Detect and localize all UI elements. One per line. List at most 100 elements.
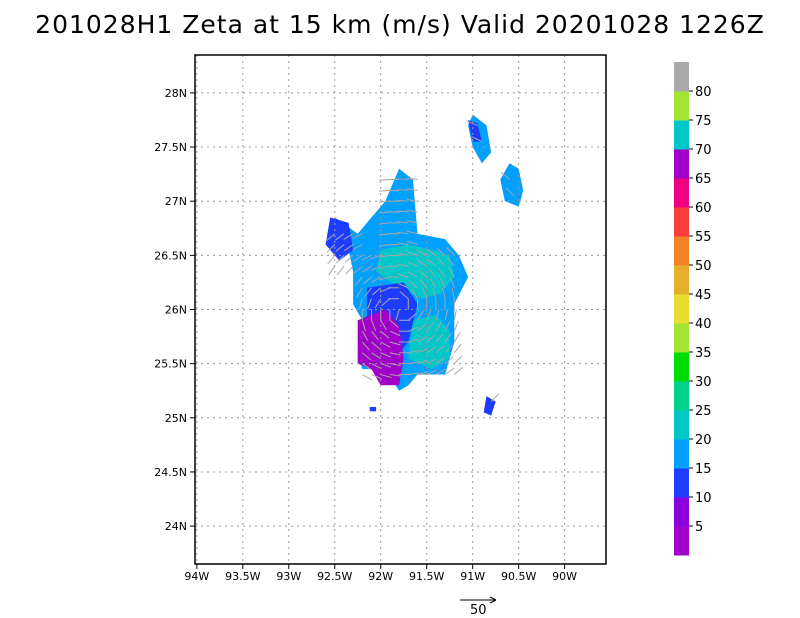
wind-vector xyxy=(426,369,437,375)
wind-vector xyxy=(449,277,455,288)
wind-vector xyxy=(389,319,399,328)
wind-vector xyxy=(362,265,372,273)
wind-vector xyxy=(453,309,457,321)
wind-vector xyxy=(335,255,345,264)
wind-vector xyxy=(427,258,437,267)
colorbar-swatch xyxy=(674,120,689,150)
wind-region xyxy=(357,309,404,386)
colorbar-swatch xyxy=(674,352,689,382)
wind-region xyxy=(483,396,496,416)
wind-vector xyxy=(426,358,437,365)
wind-vector xyxy=(380,330,390,339)
wind-region xyxy=(468,120,482,142)
colorbar-swatch xyxy=(674,62,689,92)
wind-region xyxy=(325,217,354,261)
colorbar-swatch xyxy=(674,149,689,179)
wind-vector xyxy=(364,287,372,297)
wind-vector xyxy=(417,323,427,332)
wind-vector xyxy=(378,189,390,192)
y-tick-label: 24N xyxy=(165,520,187,533)
x-tick-label: 92.5W xyxy=(317,570,352,583)
wind-vector xyxy=(389,374,401,377)
colorbar-label: 45 xyxy=(695,288,712,303)
colorbar-swatch xyxy=(674,178,689,208)
wind-vector xyxy=(436,247,446,256)
wind-vector xyxy=(361,320,366,332)
wind-vector xyxy=(407,261,418,267)
wind-vector xyxy=(411,288,418,299)
y-tick-label: 25.5N xyxy=(154,358,187,371)
wind-vector xyxy=(345,265,354,275)
wind-vector xyxy=(419,278,428,289)
wind-vector xyxy=(370,254,381,260)
wind-vector xyxy=(354,276,363,286)
colorbar-label: 80 xyxy=(695,85,712,100)
wind-vector xyxy=(397,263,409,267)
colorbar-label: 60 xyxy=(695,201,712,216)
wind-region xyxy=(369,407,377,412)
wind-vector xyxy=(370,265,381,271)
wind-vector xyxy=(380,341,391,348)
wind-vector xyxy=(444,332,452,343)
wind-vector xyxy=(406,198,418,202)
wind-vector xyxy=(406,188,418,191)
wind-vector xyxy=(428,268,437,278)
colorbar-label: 25 xyxy=(695,404,712,419)
wind-vector xyxy=(408,338,420,343)
wind-vector xyxy=(408,280,418,289)
wind-vector xyxy=(429,278,437,289)
wind-vector xyxy=(408,372,420,375)
wind-vector xyxy=(389,341,401,346)
wind-vector xyxy=(406,209,418,213)
wind-vector xyxy=(378,244,390,247)
wind-vector xyxy=(399,291,409,300)
y-tick-label: 27.5N xyxy=(154,141,187,154)
wind-vector xyxy=(453,332,461,343)
wind-vector xyxy=(408,326,419,332)
wind-vector xyxy=(435,368,446,375)
wind-vector xyxy=(380,352,392,358)
wind-vector xyxy=(444,320,451,332)
wind-vector xyxy=(389,352,401,356)
colorbar-label: 50 xyxy=(695,259,712,274)
wind-vector xyxy=(371,363,382,370)
x-tick-label: 90.5W xyxy=(501,570,536,583)
x-tick-label: 90W xyxy=(552,570,577,583)
wind-vector xyxy=(435,333,444,343)
colorbar-label: 5 xyxy=(695,520,703,535)
x-tick-label: 91.5W xyxy=(409,570,444,583)
wind-vector xyxy=(353,265,363,274)
colorbar-swatch xyxy=(674,265,689,295)
wind-region xyxy=(408,314,450,370)
wind-vector xyxy=(371,352,382,360)
wind-vector xyxy=(417,269,428,278)
wind-vector xyxy=(426,346,437,354)
colorbar-label: 20 xyxy=(695,433,712,448)
reference-arrow-head xyxy=(489,596,497,604)
y-tick-label: 28N xyxy=(165,87,187,100)
x-axis-ticks: 94W 93.5W 93W 92.5W 92W 91.5W 91W 90.5W 90W xyxy=(184,564,577,583)
wind-vector xyxy=(389,363,401,366)
wind-vector xyxy=(371,287,382,296)
wind-vector xyxy=(417,359,429,365)
wind-vector xyxy=(453,367,464,375)
wind-vector xyxy=(406,177,418,180)
wind-vector xyxy=(358,298,363,310)
wind-vector xyxy=(361,352,372,361)
wind-vector xyxy=(389,330,401,336)
colorbar-label: 75 xyxy=(695,114,712,129)
wind-vector xyxy=(505,187,515,197)
wind-vector xyxy=(444,344,453,354)
wind-vector xyxy=(426,322,434,332)
wind-vector xyxy=(417,259,427,267)
wind-vector xyxy=(371,341,381,350)
colorbar-swatch xyxy=(674,439,689,469)
wind-vector xyxy=(327,255,336,265)
wind-vector xyxy=(397,210,409,213)
wind-vector xyxy=(448,267,455,278)
wind-vector xyxy=(408,350,420,354)
wind-vector xyxy=(490,393,500,402)
wind-vector xyxy=(416,249,427,256)
x-tick-label: 94W xyxy=(184,570,209,583)
